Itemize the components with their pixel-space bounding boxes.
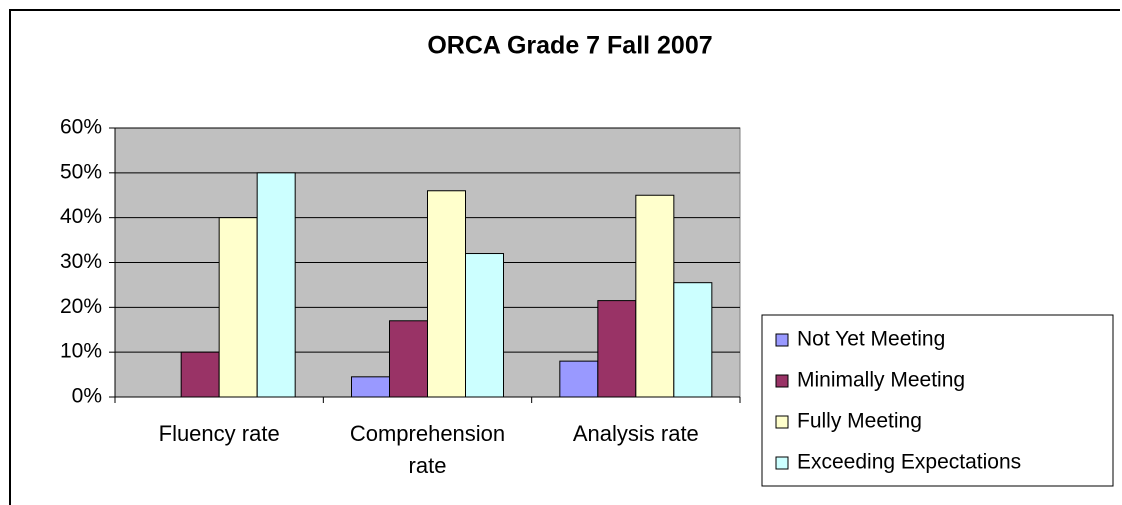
bar bbox=[597, 300, 637, 398]
legend-swatch bbox=[775, 374, 789, 388]
legend bbox=[761, 314, 1114, 487]
bar bbox=[465, 253, 504, 398]
x-tick-label: Analysis rate bbox=[572, 421, 699, 446]
y-tick-label: 60% bbox=[60, 116, 102, 139]
bar bbox=[427, 190, 466, 398]
y-tick-label: 10% bbox=[60, 340, 102, 363]
bar bbox=[351, 376, 390, 398]
legend-label: Exceeding Expectations bbox=[797, 451, 1021, 474]
legend-label: Not Yet Meeting bbox=[797, 328, 945, 351]
chart-frame bbox=[9, 9, 1120, 505]
y-tick-label: 0% bbox=[72, 385, 102, 408]
bar bbox=[673, 282, 713, 398]
y-tick-label: 30% bbox=[60, 250, 102, 273]
legend-swatch bbox=[775, 333, 789, 347]
bar bbox=[559, 360, 599, 398]
legend-swatch bbox=[775, 456, 789, 470]
legend-swatch bbox=[775, 415, 789, 429]
bar bbox=[256, 172, 296, 398]
bar bbox=[635, 194, 675, 398]
bar bbox=[389, 320, 428, 398]
chart-title: ORCA Grade 7 Fall 2007 bbox=[427, 32, 712, 60]
y-tick-label: 20% bbox=[60, 295, 102, 318]
bar bbox=[218, 217, 258, 398]
x-tick-label: Comprehension rate bbox=[349, 421, 506, 478]
bar bbox=[180, 351, 220, 398]
x-tick-label: Fluency rate bbox=[158, 421, 280, 446]
legend-label: Fully Meeting bbox=[797, 410, 922, 433]
y-tick-label: 40% bbox=[60, 205, 102, 228]
y-tick-label: 50% bbox=[60, 160, 102, 183]
legend-label: Minimally Meeting bbox=[797, 369, 965, 392]
